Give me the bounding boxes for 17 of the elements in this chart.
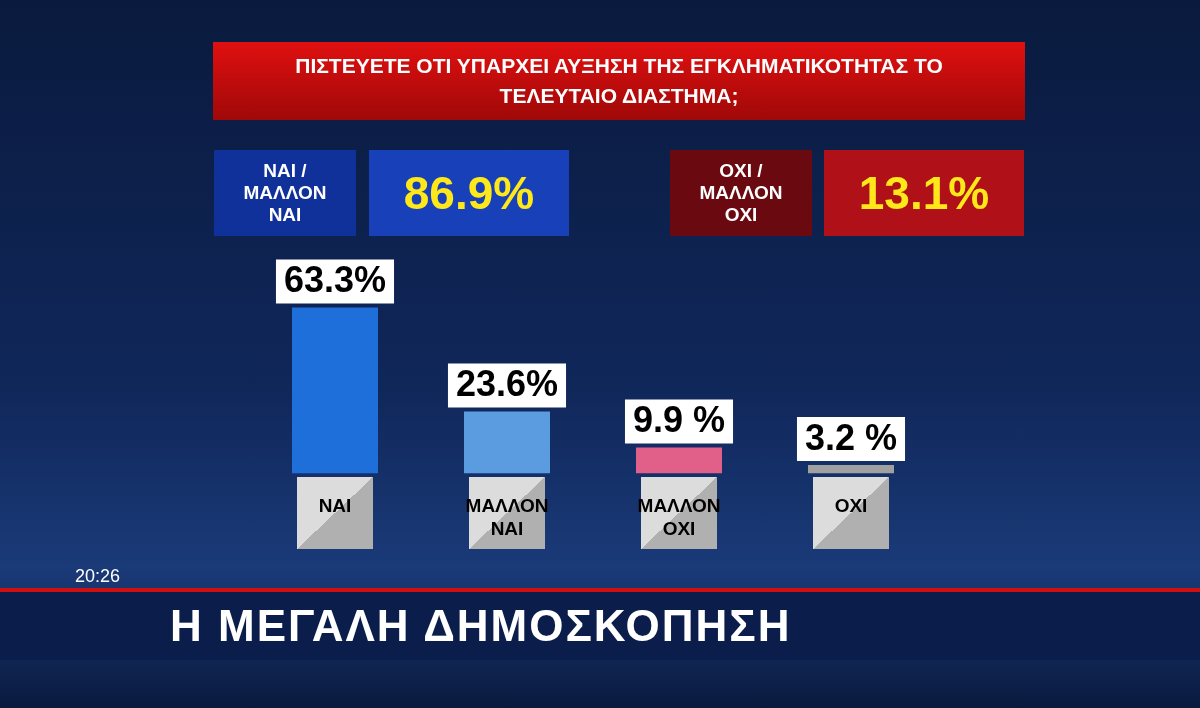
bar <box>636 447 722 474</box>
text: 20:26 <box>75 566 121 587</box>
data-label: 9.9 % <box>632 399 726 441</box>
data-label: 63.3% <box>283 259 387 301</box>
data-label: 23.6% <box>455 363 559 405</box>
text: 86.9% <box>369 150 569 236</box>
chart-title: ΠΙΣΤΕΥΕΤΕ ΟΤΙ ΥΠΑΡΧΕΙ ΑΥΞΗΣΗ ΤΗΣ ΕΓΚΛΗΜΑΤΙΚΟΤΗΤΑΣ ΤΟ ΤΕΛΕΥΤΑΙΟ ΔΙΑΣΤΗΜΑ; <box>213 42 1025 120</box>
bar <box>464 411 550 474</box>
text: Η ΜΕΓΑΛΗ ΔΗΜΟΣΚΟΠΗΣΗ <box>170 601 792 651</box>
text: 13.1% <box>824 150 1024 236</box>
bar <box>292 307 378 474</box>
bar <box>808 465 894 474</box>
text: ΝΑΙ / ΜΑΛΛΟΝ ΝΑΙ <box>214 150 356 236</box>
data-label: 3.2 % <box>804 416 898 458</box>
text: ΟΧΙ / ΜΑΛΛΟΝ ΟΧΙ <box>670 150 812 236</box>
x-tick-label: ΝΑΙ <box>318 495 352 517</box>
x-tick-label: ΟΧΙ <box>834 495 868 517</box>
